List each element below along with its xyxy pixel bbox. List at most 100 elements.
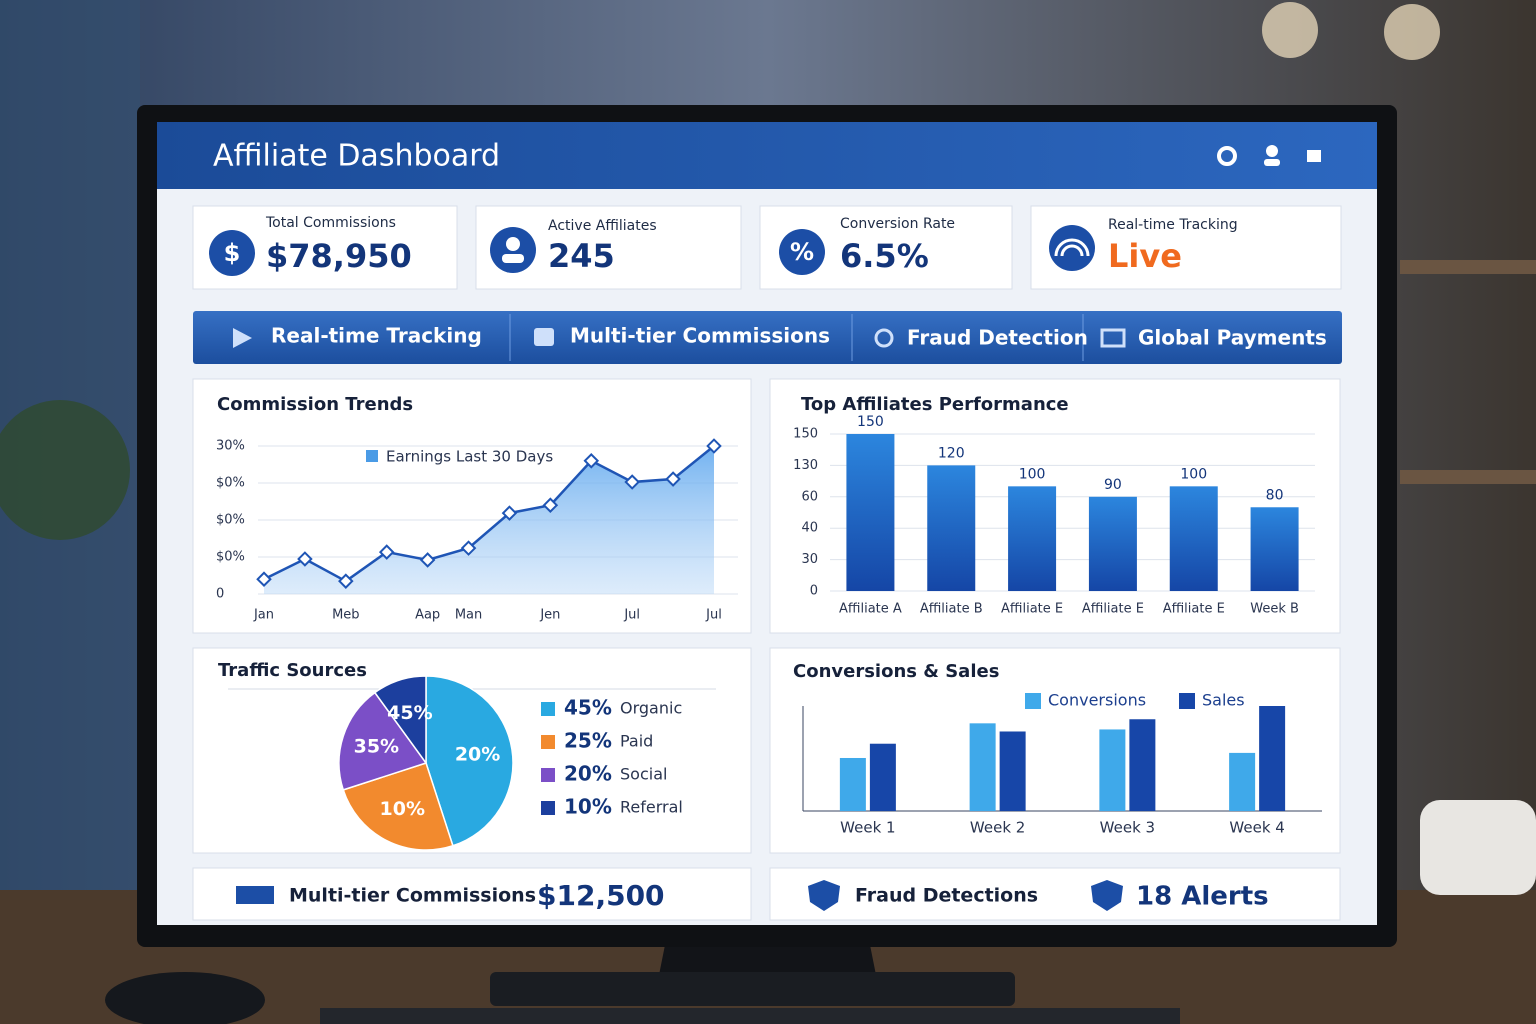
kpi-icon-head <box>506 237 520 251</box>
kpi-card <box>1030 205 1342 290</box>
x-tick-label: Affiliate E <box>1001 602 1063 617</box>
bar <box>927 465 976 591</box>
point <box>338 573 354 589</box>
value-label: 80 <box>1266 487 1284 503</box>
x-tick-label: Jen <box>539 608 560 623</box>
area <box>264 446 714 594</box>
value-label: 100 <box>1019 466 1046 482</box>
y-tick-label: 0 <box>810 584 818 599</box>
y-tick-label: 0 <box>216 587 224 602</box>
x-tick-label: Week 4 <box>1229 819 1284 837</box>
x-tick-label: Jan <box>253 608 274 623</box>
point <box>706 438 722 454</box>
legend-label: Referral <box>620 798 683 817</box>
legend-label: Paid <box>620 732 653 751</box>
kpi-icon-body <box>502 254 524 263</box>
bar <box>1250 507 1299 591</box>
bar <box>1008 486 1057 591</box>
point <box>583 453 600 469</box>
x-tick-label: Week 3 <box>1100 819 1155 837</box>
shelf <box>1400 470 1536 484</box>
legend-value: 25% <box>564 729 612 753</box>
point <box>378 544 395 560</box>
plant <box>0 400 130 540</box>
x-tick-label: Week 1 <box>840 819 895 837</box>
y-tick-label: $0% <box>216 513 245 528</box>
legend-value: 20% <box>564 762 612 786</box>
y-tick-label: $0% <box>216 476 245 491</box>
pie-slice <box>338 691 428 791</box>
kpi-value: 6.5% <box>840 237 929 275</box>
footer-card <box>192 867 752 921</box>
x-tick-label: Meb <box>332 608 359 623</box>
legend-swatch <box>1025 693 1041 709</box>
cup <box>1420 800 1536 895</box>
kpi-value: Live <box>1108 237 1182 275</box>
user-icon[interactable] <box>1266 145 1278 157</box>
y-tick-label: 30 <box>801 552 818 567</box>
bar <box>1129 719 1156 811</box>
footer-value: $12,500 <box>537 879 665 912</box>
point <box>419 552 436 568</box>
chart-title: Conversions & Sales <box>793 661 999 682</box>
legend-value: 10% <box>564 795 612 819</box>
legend-label: Earnings Last 30 Days <box>386 448 553 466</box>
value-label: 100 <box>1180 466 1207 482</box>
point <box>297 551 313 567</box>
kpi-icon-text: $ <box>224 239 241 267</box>
tab-bar <box>193 311 1342 364</box>
tab[interactable]: Multi-tier Commissions <box>570 324 830 348</box>
point <box>542 497 559 513</box>
footer-card <box>769 867 1341 921</box>
pie-slice <box>373 675 427 766</box>
x-tick-label: Affiliate B <box>920 602 983 617</box>
legend-label: Conversions <box>1048 691 1146 710</box>
slice-label: 35% <box>354 735 399 757</box>
footer-value: 18 Alerts <box>1136 882 1269 912</box>
x-tick-label: Week B <box>1250 602 1299 617</box>
slice-label: 10% <box>380 798 425 820</box>
slice-label: 20% <box>455 743 500 765</box>
value-label: 120 <box>938 445 965 461</box>
x-tick-label: Jul <box>623 608 640 623</box>
footer-icon <box>236 886 274 904</box>
header-bar <box>157 122 1377 189</box>
lamp <box>1384 4 1440 60</box>
x-tick-label: Week 2 <box>970 819 1025 837</box>
point <box>624 474 640 490</box>
chart-title: Top Affiliates Performance <box>801 394 1069 415</box>
kpi-icon-signal <box>1054 238 1090 257</box>
chart-title: Traffic Sources <box>218 660 367 681</box>
kpi-label: Conversion Rate <box>840 216 955 232</box>
chart-card <box>769 647 1341 854</box>
lamp <box>1262 2 1318 58</box>
bar <box>1229 752 1256 811</box>
bar <box>969 723 996 811</box>
x-tick-label: Affiliate A <box>839 602 902 617</box>
x-tick-label: Affiliate E <box>1163 602 1225 617</box>
kpi-icon <box>209 230 255 276</box>
point <box>501 505 518 521</box>
tab-icon <box>874 328 894 348</box>
tab[interactable]: Global Payments <box>1138 326 1327 350</box>
y-tick-label: 40 <box>801 521 818 536</box>
x-tick-label: Man <box>455 608 482 623</box>
notification-icon[interactable] <box>1307 150 1321 162</box>
kpi-icon <box>779 229 825 275</box>
tab[interactable]: Real-time Tracking <box>271 324 482 348</box>
bar <box>839 757 866 811</box>
user-icon-body <box>1264 159 1280 166</box>
footer-icon <box>1091 880 1123 911</box>
pie-slice <box>425 675 514 847</box>
settings-icon[interactable] <box>1217 146 1237 166</box>
y-tick-label: 150 <box>793 427 818 442</box>
legend-swatch <box>541 768 555 782</box>
legend-value: 45% <box>564 696 612 720</box>
bar <box>1259 706 1286 811</box>
x-tick-label: Jul <box>705 608 722 623</box>
y-tick-label: 60 <box>801 489 818 504</box>
tab[interactable]: Fraud Detection <box>907 326 1088 350</box>
header-title: Affiliate Dashboard <box>213 139 500 174</box>
x-tick-label: Aap <box>415 608 440 623</box>
